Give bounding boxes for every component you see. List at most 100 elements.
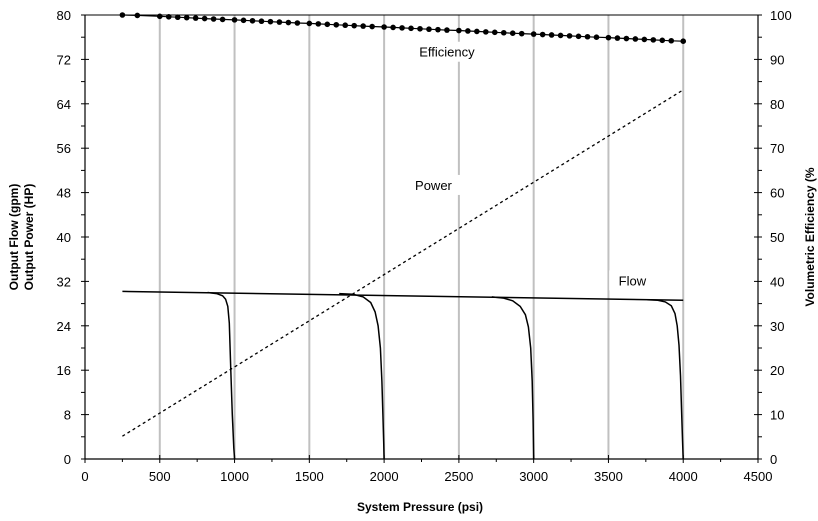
y-left-tick-label-48: 48 <box>57 186 71 201</box>
series-efficiency-point <box>530 31 537 37</box>
series-efficiency-point <box>360 23 366 29</box>
series-efficiency-point <box>444 27 450 33</box>
series-efficiency-point <box>614 35 621 41</box>
x-tick-label-3000: 3000 <box>519 469 548 484</box>
y-right-tick-label-20: 20 <box>770 363 784 378</box>
series-efficiency-point <box>390 24 396 31</box>
grid-lines <box>158 15 685 459</box>
y-left-tick-label-16: 16 <box>57 363 71 378</box>
y-left-tick-label-24: 24 <box>57 319 71 334</box>
y-left-tick-label-80: 80 <box>57 8 71 23</box>
y-left-tick-label-32: 32 <box>57 274 71 289</box>
series-efficiency-point <box>324 21 331 28</box>
series-efficiency-point <box>605 34 612 41</box>
x-tick-label-2000: 2000 <box>370 469 399 484</box>
series-efficiency-point <box>680 38 687 44</box>
x-axis-title: System Pressure (psi) <box>357 500 483 514</box>
series-relief-3000-line <box>491 296 535 460</box>
series-efficiency-point <box>333 21 340 28</box>
series-efficiency-point <box>641 36 648 43</box>
x-tick-label-2500: 2500 <box>444 469 473 484</box>
series-efficiency-point <box>174 14 181 21</box>
series-relief-1000-line <box>207 291 236 460</box>
series-efficiency-point <box>342 22 349 29</box>
y-right-tick-label-60: 60 <box>770 186 784 201</box>
x-tick-label-4500: 4500 <box>744 469 773 484</box>
y-right-tick-label-70: 70 <box>770 141 784 156</box>
y-left-tick-label-40: 40 <box>57 230 71 245</box>
series-efficiency-point <box>474 28 480 35</box>
series-efficiency-point <box>575 33 582 40</box>
series-efficiency-point <box>426 26 432 33</box>
series-efficiency-point <box>417 25 423 32</box>
series-efficiency-point <box>593 34 600 40</box>
annotation-power: Power <box>415 178 453 193</box>
series-efficiency-point <box>315 21 322 27</box>
series-efficiency-point <box>509 30 516 37</box>
x-tick-label-0: 0 <box>81 469 88 484</box>
series-efficiency-point <box>156 13 163 20</box>
series-efficiency-point <box>210 16 217 22</box>
series-efficiency-point <box>351 22 358 29</box>
series-efficiency-point <box>557 32 564 39</box>
series-efficiency-point <box>548 32 555 38</box>
series-efficiency-point <box>240 17 247 24</box>
y-left-tick-label-8: 8 <box>64 408 71 423</box>
series-relief-4000-line <box>647 298 684 460</box>
y-right-tick-label-100: 100 <box>770 8 792 23</box>
series-efficiency-point <box>650 37 657 43</box>
series-efficiency-point <box>369 23 375 30</box>
series-layer <box>119 12 687 460</box>
y-left-axis-title-power: Output Power (HP) <box>22 184 36 291</box>
series-relief-2000-line <box>339 292 385 460</box>
series-efficiency-point <box>381 24 387 30</box>
series-efficiency-point <box>623 35 630 42</box>
annotation-bg-flow <box>609 270 656 291</box>
series-power-line <box>122 89 684 437</box>
series-efficiency-point <box>566 33 573 39</box>
y-right-tick-label-90: 90 <box>770 52 784 67</box>
y-left-axis-title-flow: Output Flow (gpm) <box>7 184 21 291</box>
y-right-tick-label-80: 80 <box>770 97 784 112</box>
series-efficiency-point <box>408 25 414 32</box>
y-right-tick-label-30: 30 <box>770 319 784 334</box>
annotation-bg-power <box>406 174 461 195</box>
x-tick-label-500: 500 <box>149 469 171 484</box>
series-efficiency-point <box>249 17 256 24</box>
y-left-tick-label-72: 72 <box>57 52 71 67</box>
y-right-axis-title: Volumetric Efficiency (% <box>803 167 817 306</box>
series-efficiency-point <box>668 37 675 44</box>
x-tick-label-3500: 3500 <box>594 469 623 484</box>
series-efficiency-point <box>465 28 471 34</box>
annotation-flow: Flow <box>619 273 647 288</box>
series-efficiency-point <box>491 29 498 36</box>
series-efficiency-point <box>399 25 405 31</box>
series-efficiency-point <box>192 15 199 21</box>
series-efficiency-point <box>456 27 462 34</box>
series-efficiency-point <box>518 30 525 37</box>
annotations-layer: Efficiency Power Flow <box>400 41 656 291</box>
series-efficiency-point <box>294 20 301 26</box>
series-efficiency-point <box>183 14 190 21</box>
series-efficiency-point <box>258 18 265 25</box>
series-efficiency-point <box>500 29 507 36</box>
x-tick-label-1500: 1500 <box>295 469 324 484</box>
series-efficiency-point <box>584 33 591 40</box>
series-efficiency-point <box>231 17 238 23</box>
y-left-tick-label-0: 0 <box>64 452 71 467</box>
series-efficiency-point <box>632 36 639 42</box>
annotation-efficiency: Efficiency <box>419 45 475 60</box>
y-right-tick-label-0: 0 <box>770 452 777 467</box>
series-efficiency-point <box>483 29 489 35</box>
series-efficiency-point <box>276 19 283 25</box>
y-right-tick-label-40: 40 <box>770 274 784 289</box>
series-efficiency-point <box>219 16 226 23</box>
y-right-tick-label-50: 50 <box>770 230 784 245</box>
series-efficiency-point <box>435 26 441 33</box>
x-tick-label-4000: 4000 <box>669 469 698 484</box>
tick-labels: 0 500 1000 1500 2000 2500 3000 3500 4000 45000816… <box>57 8 792 484</box>
series-efficiency-point <box>306 20 313 27</box>
series-efficiency-point <box>659 37 666 44</box>
y-left-tick-label-56: 56 <box>57 141 71 156</box>
